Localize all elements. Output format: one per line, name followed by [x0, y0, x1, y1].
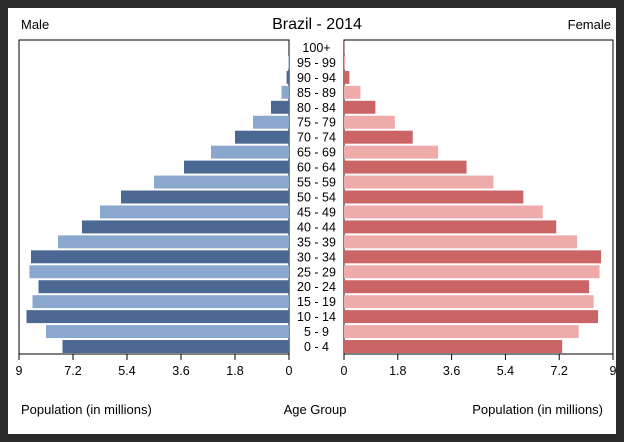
male-bar	[281, 85, 289, 99]
male-bar	[38, 280, 289, 294]
x-tick-label-right: 0	[341, 364, 348, 378]
female-bar	[344, 265, 600, 279]
x-axis-label-right: Population (in millions)	[472, 402, 603, 417]
chart-frame: Male Brazil - 2014 Female 100+ 95 - 99 90 …	[8, 8, 616, 434]
age-group-label: 25 - 29	[297, 265, 336, 279]
age-group-label: 30 - 34	[297, 250, 336, 264]
female-bar	[344, 340, 563, 353]
female-bar	[344, 100, 376, 114]
male-bar	[211, 145, 289, 159]
male-bar	[271, 100, 289, 114]
male-bar	[29, 265, 289, 279]
age-group-label: 45 - 49	[297, 205, 336, 219]
age-group-label: 60 - 64	[297, 161, 336, 175]
age-group-label: 90 - 94	[297, 71, 336, 85]
age-group-label: 40 - 44	[297, 220, 336, 234]
female-bar	[344, 85, 361, 99]
female-bar	[344, 295, 594, 309]
female-bar	[344, 115, 395, 129]
female-bar	[344, 130, 413, 144]
age-group-label: 95 - 99	[297, 56, 336, 70]
male-bar	[58, 235, 289, 249]
x-tick-label-right: 1.8	[389, 364, 406, 378]
male-bar	[121, 190, 289, 204]
male-bar	[32, 295, 289, 309]
male-bar	[26, 310, 289, 324]
age-group-label: 15 - 19	[297, 295, 336, 309]
female-bar	[344, 175, 494, 189]
age-group-label: 55 - 59	[297, 176, 336, 190]
male-bar	[46, 325, 289, 339]
x-tick-label-right: 7.2	[551, 364, 568, 378]
age-group-label: 100+	[302, 41, 330, 55]
male-bar	[100, 205, 289, 219]
age-group-label: 35 - 39	[297, 235, 336, 249]
female-bar	[344, 160, 467, 174]
x-tick-label-right: 5.4	[497, 364, 514, 378]
male-bar	[31, 250, 289, 264]
x-tick-label-left: 9	[16, 364, 23, 378]
age-group-label: 20 - 24	[297, 280, 336, 294]
female-bar	[344, 310, 599, 324]
female-bar	[344, 190, 524, 204]
chart-title: Brazil - 2014	[272, 16, 362, 33]
x-tick-label-left: 7.2	[64, 364, 81, 378]
age-group-label: 10 - 14	[297, 310, 336, 324]
male-bar	[82, 220, 289, 234]
female-label: Female	[568, 17, 611, 32]
female-bar	[344, 205, 543, 219]
age-group-label: 70 - 74	[297, 131, 336, 145]
female-bar	[344, 145, 439, 159]
age-group-label: 5 - 9	[304, 325, 329, 339]
age-group-label: 0 - 4	[304, 340, 329, 354]
female-bar	[344, 70, 350, 84]
age-group-label: 80 - 84	[297, 101, 336, 115]
age-group-label: 50 - 54	[297, 191, 336, 205]
male-bar	[235, 130, 289, 144]
age-group-label: 75 - 79	[297, 116, 336, 130]
x-axis-label-center: Age Group	[284, 402, 347, 417]
female-bar	[344, 235, 578, 249]
male-bar	[184, 160, 289, 174]
x-axis-label-left: Population (in millions)	[21, 402, 152, 417]
x-tick-label-left: 3.6	[172, 364, 189, 378]
female-bar	[344, 280, 590, 294]
female-bar	[344, 250, 602, 264]
x-tick-label-right: 9	[610, 364, 616, 378]
age-group-label: 85 - 89	[297, 86, 336, 100]
x-tick-label-left: 1.8	[226, 364, 243, 378]
female-bar	[344, 325, 579, 339]
male-label: Male	[21, 17, 49, 32]
population-pyramid-chart: Male Brazil - 2014 Female 100+95 - 9990 …	[16, 16, 616, 417]
x-tick-label-right: 3.6	[443, 364, 460, 378]
male-bar	[62, 340, 289, 353]
female-bar	[344, 220, 557, 234]
female-bar	[344, 55, 346, 69]
age-group-label: 65 - 69	[297, 146, 336, 160]
x-tick-label-left: 0	[286, 364, 293, 378]
male-bar	[286, 70, 289, 84]
male-bar	[253, 115, 289, 129]
male-bar	[154, 175, 289, 189]
x-tick-label-left: 5.4	[118, 364, 135, 378]
male-bar	[288, 55, 289, 69]
